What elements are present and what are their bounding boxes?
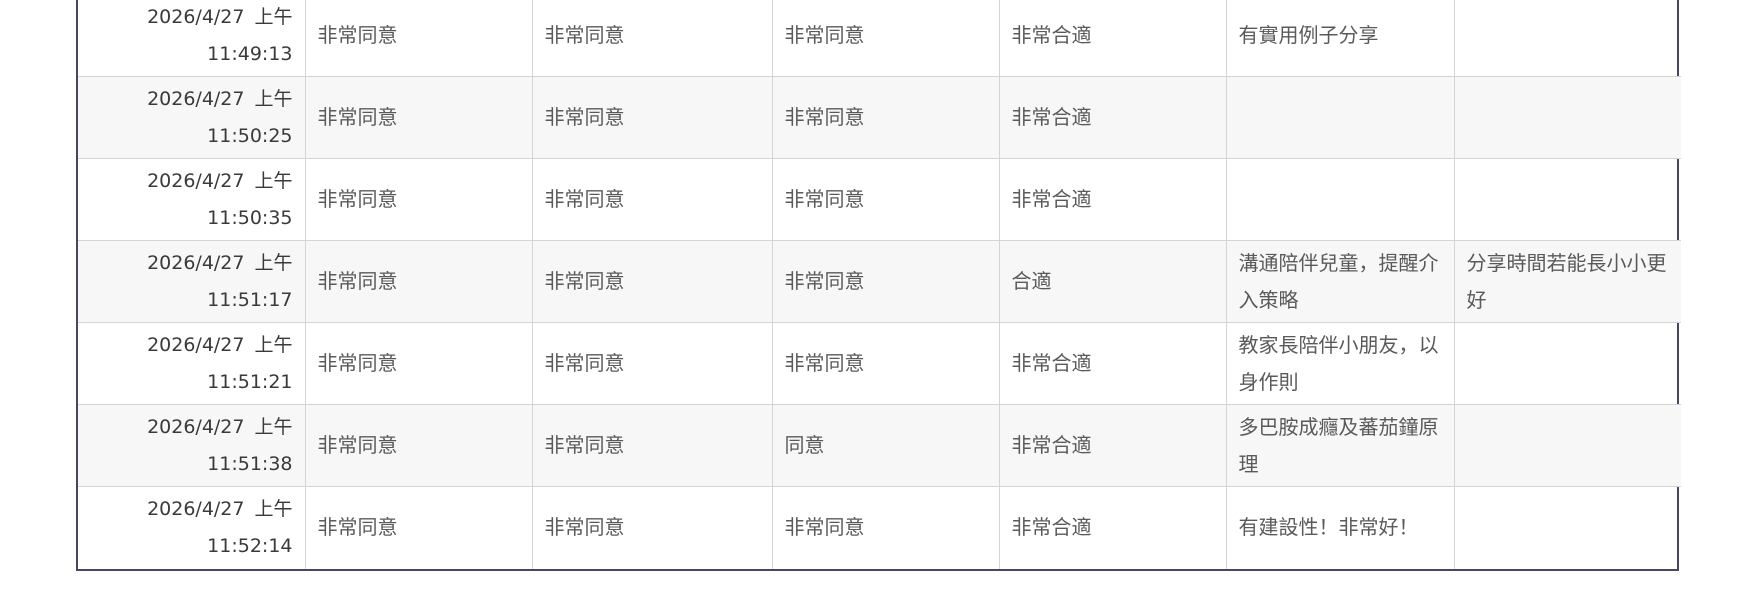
timestamp-cell: 2026/4/27 上午 11:51:38 — [78, 404, 306, 487]
timestamp-cell: 2026/4/27 上午 11:52:14 — [78, 486, 306, 569]
timestamp-time: 11:51:17 — [207, 288, 293, 311]
timestamp-time: 11:50:35 — [207, 206, 293, 229]
timestamp-ampm: 上午 — [254, 415, 293, 438]
response-cell-c1: 非常同意 — [304, 486, 533, 569]
table-row: 2026/4/27 上午 11:51:38 非常同意 非常同意 同意 非常合適 多巴胺成癮及蕃… — [78, 404, 1681, 487]
response-cell-c2: 非常同意 — [531, 76, 773, 159]
response-cell-c2: 非常同意 — [531, 240, 773, 323]
timestamp-ampm: 上午 — [254, 333, 293, 356]
timestamp-date: 2026/4/27 — [147, 5, 245, 28]
table-row: 2026/4/27 上午 11:49:13 非常同意 非常同意 非常同意 非常合適 有實用例子… — [78, 0, 1681, 77]
timestamp-cell: 2026/4/27 上午 11:50:35 — [78, 158, 306, 241]
timestamp-ampm: 上午 — [254, 497, 293, 520]
timestamp-cell: 2026/4/27 上午 11:49:13 — [78, 0, 306, 77]
response-cell-c4: 非常合適 — [998, 404, 1227, 487]
response-cell-c1: 非常同意 — [304, 0, 533, 77]
response-cell-c5: 多巴胺成癮及蕃茄鐘原理 — [1225, 404, 1455, 487]
timestamp-time: 11:52:14 — [207, 534, 293, 557]
response-cell-c3: 非常同意 — [771, 158, 1000, 241]
timestamp-ampm: 上午 — [254, 87, 293, 110]
response-cell-c6: 分享時間若能長小小更好 — [1453, 240, 1681, 323]
response-cell-c6 — [1453, 0, 1681, 77]
timestamp-cell: 2026/4/27 上午 11:50:25 — [78, 76, 306, 159]
timestamp-time: 11:51:21 — [207, 370, 293, 393]
response-cell-c1: 非常同意 — [304, 322, 533, 405]
table-row: 2026/4/27 上午 11:52:14 非常同意 非常同意 非常同意 非常合適 有建設性！… — [78, 486, 1681, 569]
response-cell-c6 — [1453, 404, 1681, 487]
response-cell-c2: 非常同意 — [531, 404, 773, 487]
response-cell-c3: 非常同意 — [771, 240, 1000, 323]
table-row: 2026/4/27 上午 11:50:35 非常同意 非常同意 非常同意 非常合適 — [78, 158, 1681, 241]
response-cell-c5: 教家長陪伴小朋友，以身作則 — [1225, 322, 1455, 405]
table-row: 2026/4/27 上午 11:51:17 非常同意 非常同意 非常同意 合適 溝通陪伴兒童，… — [78, 240, 1681, 323]
timestamp-date: 2026/4/27 — [147, 251, 245, 274]
response-cell-c1: 非常同意 — [304, 404, 533, 487]
response-cell-c2: 非常同意 — [531, 0, 773, 77]
timestamp-ampm: 上午 — [254, 169, 293, 192]
timestamp-time: 11:50:25 — [207, 124, 293, 147]
timestamp-date: 2026/4/27 — [147, 169, 245, 192]
responses-table-container: 2026/4/27 上午 11:49:13 非常同意 非常同意 非常同意 非常合適 有實用例子… — [76, 0, 1681, 571]
response-cell-c2: 非常同意 — [531, 158, 773, 241]
response-cell-c4: 合適 — [998, 240, 1227, 323]
timestamp-date: 2026/4/27 — [147, 333, 245, 356]
response-cell-c3: 非常同意 — [771, 486, 1000, 569]
response-cell-c6 — [1453, 322, 1681, 405]
table-row: 2026/4/27 上午 11:51:21 非常同意 非常同意 非常同意 非常合適 教家長陪伴… — [78, 322, 1681, 405]
timestamp-date: 2026/4/27 — [147, 497, 245, 520]
response-cell-c1: 非常同意 — [304, 158, 533, 241]
response-cell-c3: 非常同意 — [771, 76, 1000, 159]
response-cell-c4: 非常合適 — [998, 158, 1227, 241]
response-cell-c5: 有實用例子分享 — [1225, 0, 1455, 77]
timestamp-time: 11:49:13 — [207, 42, 293, 65]
responses-table: 2026/4/27 上午 11:49:13 非常同意 非常同意 非常同意 非常合適 有實用例子… — [78, 0, 1681, 569]
response-cell-c5: 有建設性！非常好！ — [1225, 486, 1455, 569]
response-cell-c4: 非常合適 — [998, 486, 1227, 569]
timestamp-time: 11:51:38 — [207, 452, 293, 475]
timestamp-date: 2026/4/27 — [147, 415, 245, 438]
timestamp-cell: 2026/4/27 上午 11:51:21 — [78, 322, 306, 405]
response-cell-c5 — [1225, 76, 1455, 159]
response-cell-c1: 非常同意 — [304, 76, 533, 159]
response-cell-c5: 溝通陪伴兒童，提醒介入策略 — [1225, 240, 1455, 323]
response-cell-c2: 非常同意 — [531, 322, 773, 405]
response-cell-c1: 非常同意 — [304, 240, 533, 323]
response-cell-c3: 同意 — [771, 404, 1000, 487]
response-cell-c6 — [1453, 158, 1681, 241]
response-cell-c4: 非常合適 — [998, 0, 1227, 77]
response-cell-c3: 非常同意 — [771, 0, 1000, 77]
timestamp-cell: 2026/4/27 上午 11:51:17 — [78, 240, 306, 323]
response-cell-c6 — [1453, 486, 1681, 569]
response-cell-c6 — [1453, 76, 1681, 159]
timestamp-date: 2026/4/27 — [147, 87, 245, 110]
response-cell-c5 — [1225, 158, 1455, 241]
table-row: 2026/4/27 上午 11:50:25 非常同意 非常同意 非常同意 非常合適 — [78, 76, 1681, 159]
response-cell-c4: 非常合適 — [998, 322, 1227, 405]
response-cell-c3: 非常同意 — [771, 322, 1000, 405]
response-cell-c4: 非常合適 — [998, 76, 1227, 159]
timestamp-ampm: 上午 — [254, 5, 293, 28]
timestamp-ampm: 上午 — [254, 251, 293, 274]
response-cell-c2: 非常同意 — [531, 486, 773, 569]
